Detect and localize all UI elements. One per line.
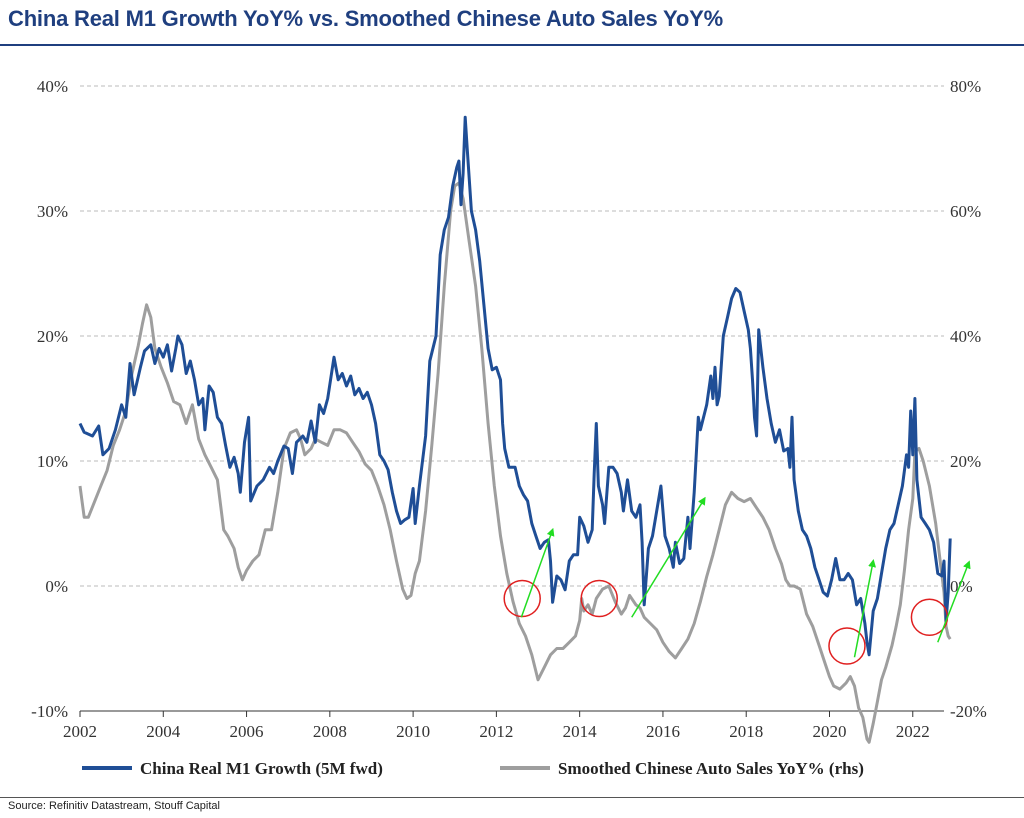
x-tick-label: 2002 <box>63 722 97 741</box>
annotation-arrow <box>520 527 555 618</box>
title-divider <box>0 44 1024 46</box>
annotation-arrow <box>853 559 876 658</box>
source-note: Source: Refinitiv Datastream, Stouff Cap… <box>8 800 220 812</box>
x-tick-label: 2008 <box>313 722 347 741</box>
y-left-tick-label: 30% <box>37 202 68 221</box>
annotation-arrow <box>937 560 971 643</box>
x-tick-label: 2004 <box>146 722 181 741</box>
y-right-tick-label: 20% <box>950 452 981 471</box>
x-tick-label: 2006 <box>230 722 264 741</box>
y-left-tick-label: 0% <box>45 577 68 596</box>
x-tick-label: 2020 <box>812 722 846 741</box>
annotation-circle <box>828 627 866 665</box>
series-line-m1 <box>78 115 952 657</box>
x-tick-label: 2016 <box>646 722 680 741</box>
legend-label-auto: Smoothed Chinese Auto Sales YoY% (rhs) <box>558 759 864 778</box>
dual-axis-line-chart: -10% 0% 10% 20% 30% 40% -20% 0% 20% 40% 60% 80% 20… <box>31 77 987 778</box>
x-tick-label: 2022 <box>896 722 930 741</box>
y-left-tick-label: 40% <box>37 77 68 96</box>
y-right-tick-label: 40% <box>950 327 981 346</box>
y-left-tick-label: 10% <box>37 452 68 471</box>
source-divider <box>0 797 1024 798</box>
legend-label-m1: China Real M1 Growth (5M fwd) <box>140 759 383 778</box>
x-tick-label: 2014 <box>563 722 598 741</box>
x-tick-label: 2012 <box>479 722 513 741</box>
x-tick-label: 2010 <box>396 722 430 741</box>
x-tick-label: 2018 <box>729 722 763 741</box>
y-left-tick-label: -10% <box>31 702 68 721</box>
chart-title: China Real M1 Growth YoY% vs. Smoothed C… <box>8 6 723 31</box>
y-left-tick-label: 20% <box>37 327 68 346</box>
y-right-tick-label: 0% <box>950 577 973 596</box>
annotation-circle <box>580 579 618 618</box>
y-right-tick-label: 80% <box>950 77 981 96</box>
y-right-tick-label: -20% <box>950 702 987 721</box>
series-line-auto <box>78 181 952 744</box>
y-right-tick-label: 60% <box>950 202 981 221</box>
annotation-arrow <box>631 496 706 618</box>
